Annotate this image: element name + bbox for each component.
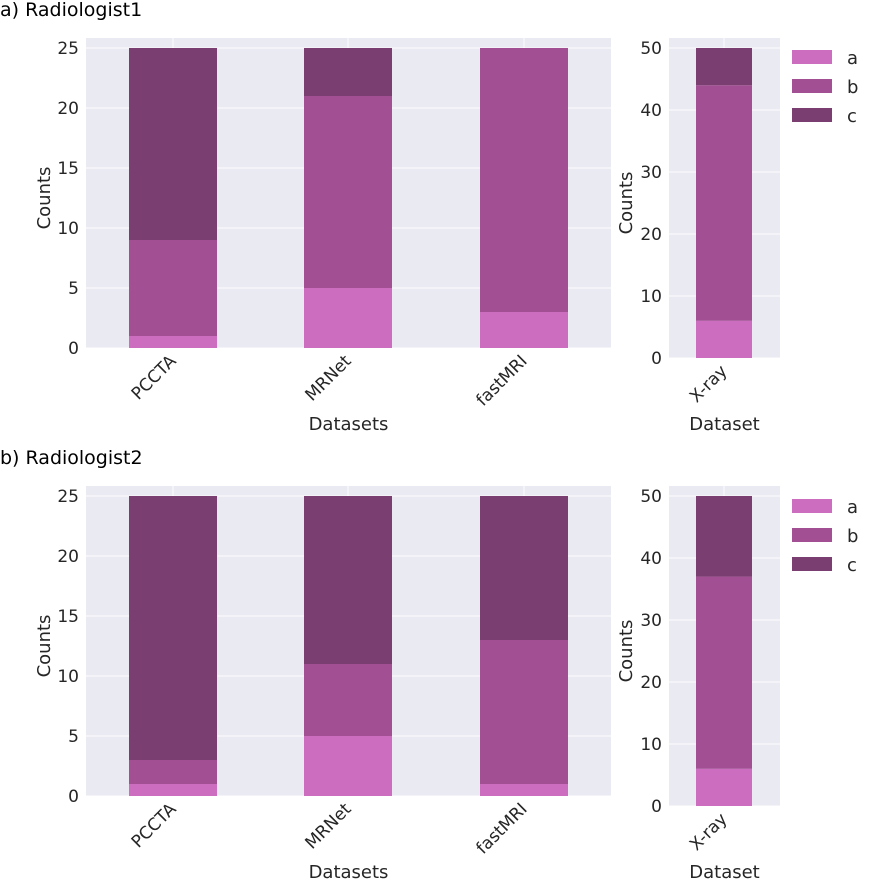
- x-tick-label: X-ray: [686, 809, 732, 855]
- y-axis-label: Counts: [34, 167, 55, 230]
- y-tick-label: 0: [68, 787, 79, 807]
- legend-label: b: [847, 526, 858, 547]
- y-axis-label: Counts: [616, 172, 637, 235]
- bar-segment-b: [304, 664, 392, 736]
- legend-swatch-c: [792, 557, 832, 571]
- y-tick-label: 40: [640, 549, 662, 569]
- x-tick-label: PCCTA: [128, 351, 181, 404]
- bar-segment-a: [696, 768, 752, 806]
- y-tick-label: 5: [68, 727, 79, 747]
- y-tick-label: 10: [57, 219, 79, 239]
- y-tick-label: 15: [57, 159, 79, 179]
- legend-label: b: [847, 77, 858, 98]
- bar-segment-a: [304, 288, 392, 348]
- bar-segment-c: [304, 496, 392, 664]
- legend-swatch-b: [792, 528, 832, 542]
- bar-segment-a: [129, 784, 217, 796]
- legend-label: a: [847, 497, 858, 518]
- legend-swatch-a: [792, 499, 832, 513]
- y-tick-label: 50: [640, 39, 662, 59]
- x-axis-label: Datasets: [309, 414, 389, 435]
- legend-label: a: [847, 48, 858, 69]
- x-axis-label: Datasets: [309, 862, 389, 883]
- x-axis-label: Dataset: [689, 414, 760, 435]
- bar-segment-a: [304, 736, 392, 796]
- bar-segment-c: [129, 48, 217, 240]
- y-tick-label: 10: [640, 287, 662, 307]
- bar-segment-a: [696, 320, 752, 358]
- bar-segment-c: [696, 48, 752, 86]
- bar-segment-c: [480, 496, 568, 640]
- bar-segment-b: [480, 640, 568, 784]
- y-axis-label: Counts: [616, 620, 637, 683]
- y-tick-label: 0: [651, 797, 662, 817]
- y-tick-label: 20: [640, 225, 662, 245]
- bar-segment-a: [480, 312, 568, 348]
- x-tick-label: MRNet: [302, 799, 356, 853]
- bar-segment-b: [129, 240, 217, 336]
- y-tick-label: 30: [640, 611, 662, 631]
- y-tick-label: 15: [57, 607, 79, 627]
- y-tick-label: 20: [57, 547, 79, 567]
- x-tick-label: PCCTA: [128, 799, 181, 852]
- y-tick-label: 20: [640, 673, 662, 693]
- bar-segment-a: [129, 336, 217, 348]
- x-tick-label: MRNet: [302, 351, 356, 405]
- legend-label: c: [847, 106, 857, 127]
- legend-swatch-c: [792, 108, 832, 122]
- y-tick-label: 5: [68, 279, 79, 299]
- legend-swatch-a: [792, 50, 832, 64]
- bar-segment-a: [480, 784, 568, 796]
- y-tick-label: 40: [640, 101, 662, 121]
- y-tick-label: 30: [640, 163, 662, 183]
- panel-title: b) Radiologist2: [0, 447, 143, 469]
- x-axis-label: Dataset: [689, 862, 760, 883]
- bar-segment-b: [304, 96, 392, 288]
- bar-segment-b: [696, 576, 752, 769]
- y-tick-label: 10: [640, 735, 662, 755]
- y-tick-label: 25: [57, 487, 79, 507]
- y-tick-label: 10: [57, 667, 79, 687]
- legend-label: c: [847, 555, 857, 576]
- bar-segment-c: [304, 48, 392, 96]
- y-tick-label: 25: [57, 39, 79, 59]
- bar-segment-b: [480, 48, 568, 312]
- y-tick-label: 0: [68, 339, 79, 359]
- bar-segment-c: [696, 496, 752, 577]
- y-tick-label: 20: [57, 99, 79, 119]
- y-tick-label: 50: [640, 487, 662, 507]
- y-tick-label: 0: [651, 349, 662, 369]
- legend-swatch-b: [792, 79, 832, 93]
- bar-segment-b: [129, 760, 217, 784]
- bar-segment-b: [696, 85, 752, 321]
- panel-title: a) Radiologist1: [0, 0, 142, 21]
- y-axis-label: Counts: [34, 615, 55, 678]
- x-tick-label: fastMRI: [473, 799, 532, 858]
- x-tick-label: X-ray: [686, 361, 732, 407]
- bar-segment-c: [129, 496, 217, 760]
- x-tick-label: fastMRI: [473, 351, 532, 410]
